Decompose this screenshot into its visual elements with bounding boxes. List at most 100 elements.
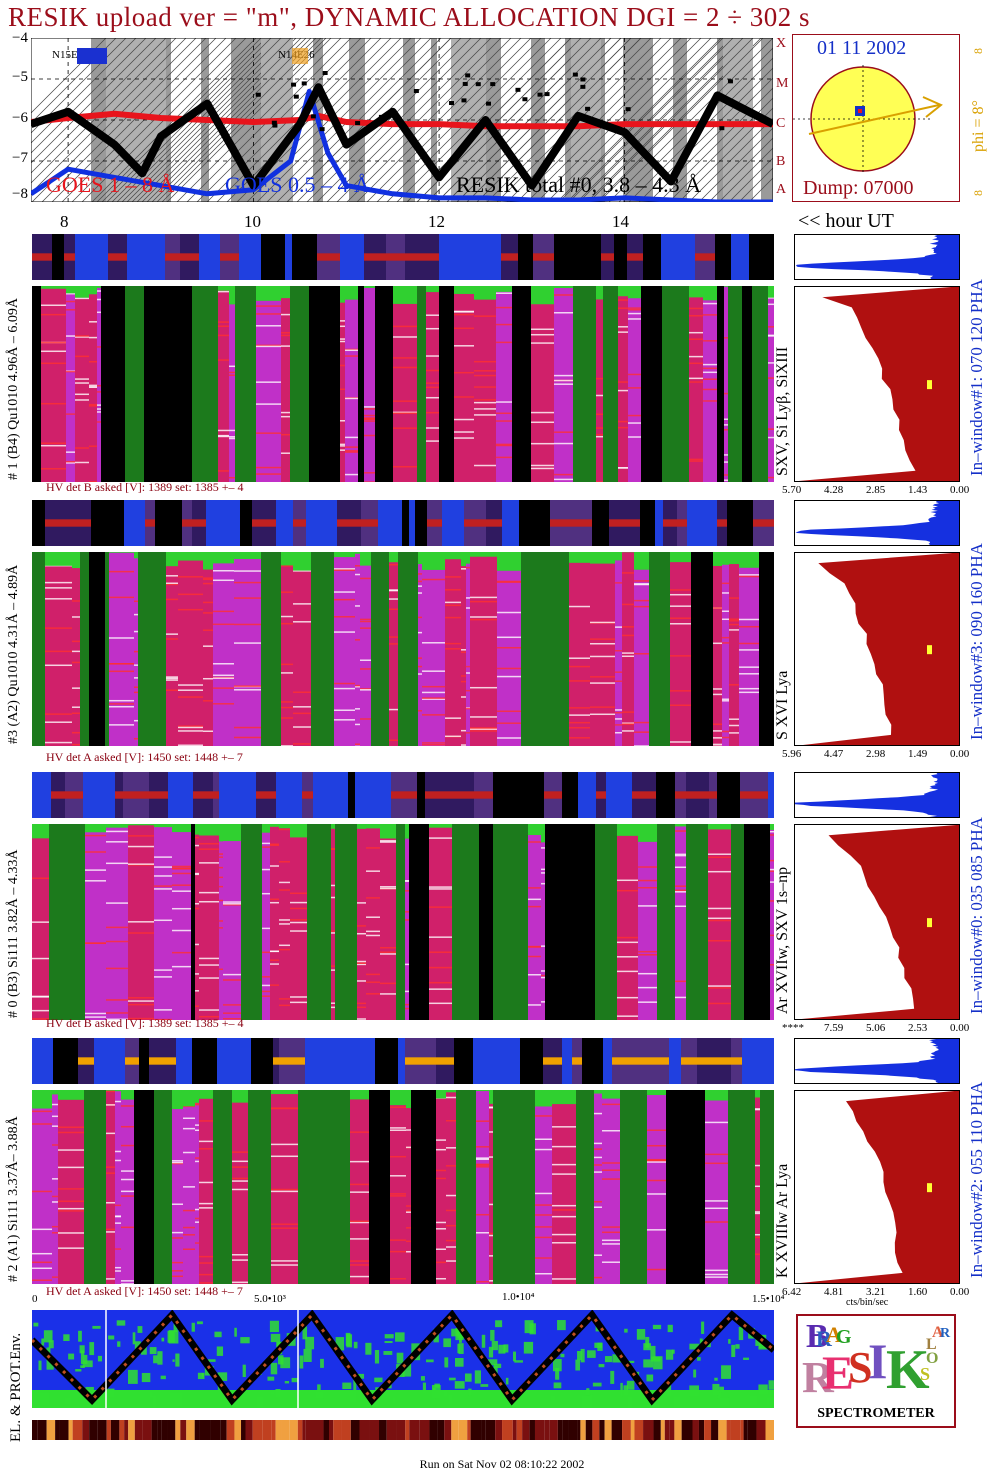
pha-window-label: In–window#2: 055 110 PHA (967, 1081, 986, 1278)
pha-histogram (794, 1038, 960, 1084)
phi-label: phi = 8° (970, 100, 987, 152)
histogram-x-tick: 2.98 (866, 748, 886, 760)
detector-spectrogram (32, 1090, 774, 1284)
goes-lightcurve-panel (31, 38, 773, 202)
spectrum-strip-chart (32, 1038, 774, 1084)
logo-letter: G (836, 1326, 852, 1348)
logo-caption: SPECTROMETER (817, 1406, 935, 1421)
detector-label: # 2 (A1) Si111 3.37Å– 3.88Å (6, 1116, 21, 1282)
counts-axis-tick: 1.5•10⁴ (752, 1293, 785, 1305)
phi-arrow-head (922, 96, 943, 118)
histogram-x-tick: 0.00 (950, 748, 970, 760)
resik-scatter-point (522, 97, 528, 102)
logo-letter: S (848, 1343, 873, 1392)
resik-scatter-point (490, 82, 496, 87)
goes-series-0 (31, 110, 773, 130)
histogram-x-axis: 5.96 4.47 2.98 1.49 0.00 (778, 748, 970, 762)
resik-scatter-point (572, 72, 578, 77)
histogram-x-tick: 0.00 (950, 484, 970, 496)
logo-letter: R (816, 1326, 832, 1351)
resik-scatter-point (322, 71, 328, 76)
histogram-x-tick: 5.06 (866, 1022, 886, 1034)
particle-environment-chart (32, 1310, 774, 1408)
sun-panel: 01 11 2002 Dump: 07000 (792, 34, 960, 202)
hv-status: HV det B asked [V]: 1389 set: 1385 +– 4 (46, 1016, 244, 1030)
hour-tick: 8 (60, 212, 69, 231)
y-tick: −6 (12, 110, 28, 126)
pha-window-marker (927, 645, 932, 655)
resik-scatter-point (293, 94, 299, 99)
spectral-line-label: S XVI Lya (774, 670, 791, 740)
logo-letter: K (886, 1339, 930, 1401)
histogram-x-tick: 1.49 (908, 748, 928, 760)
pha-histogram-chart (795, 501, 959, 545)
hv-status: HV det A asked [V]: 1450 set: 1448 +– 7 (46, 1284, 243, 1298)
histogram-x-tick: 5.70 (782, 484, 802, 496)
goes-series-1 (31, 88, 773, 202)
goes-series-2 (31, 83, 773, 190)
spectrum-histogram (794, 824, 960, 1020)
pha-histogram-chart (795, 1039, 959, 1083)
spectrum-histogram-fill (799, 1091, 959, 1283)
page-title: RESIK upload ver = "m", DYNAMIC ALLOCATI… (8, 2, 811, 32)
resik-scatter-point (272, 123, 278, 128)
particle-flux-trace (32, 1312, 774, 1403)
histogram-x-axis: 6.42 4.81 3.21 1.60 0.00 (778, 1286, 970, 1300)
spectral-line-label: K XVIIIw Ar Lya (774, 1163, 791, 1278)
dump-number: Dump: 07000 (803, 177, 914, 199)
detector-spectrum-strip (32, 234, 774, 280)
resik-scatter-point (310, 114, 316, 119)
flare-class-x: X (776, 36, 787, 51)
environment-intensity-strip (32, 1420, 774, 1440)
histogram-x-tick: 0.00 (950, 1022, 970, 1034)
logo-letter: L (926, 1336, 937, 1353)
resik-scatter-point (378, 114, 384, 119)
spectrogram-chart (32, 824, 774, 1020)
hour-tick: 12 (428, 212, 445, 231)
pha-window-label: In–window#0: 035 085 PHA (967, 817, 986, 1014)
spectrum-strip-chart (32, 500, 774, 546)
counts-unit-label: cts/bin/sec (846, 1297, 889, 1308)
flare-class-a: A (776, 182, 787, 197)
resik-scatter-point (719, 126, 725, 131)
histogram-x-tick: 2.85 (866, 484, 886, 496)
resik-scatter-point (585, 106, 591, 111)
histogram-x-tick: 0.00 (950, 1286, 970, 1298)
counts-axis-tick: 0 (32, 1293, 38, 1305)
resik-scatter-point (291, 82, 297, 87)
histogram-x-axis: **** 7.59 5.06 2.53 0.00 (778, 1022, 970, 1036)
resik-scatter-point (580, 77, 586, 82)
spectrum-histogram-chart (801, 825, 959, 1019)
resik-scatter-point (580, 84, 586, 89)
spectrum-histogram-chart (799, 1091, 959, 1283)
pha-window-marker (927, 918, 932, 928)
resik-scatter-point (537, 92, 543, 97)
pha-window-label: In–window#1: 070 120 PHA (967, 279, 986, 476)
phi-degree-top: 8 (971, 48, 985, 54)
pha-histogram-fill (795, 501, 959, 545)
detector-label: #3 (A2) Qu1010 4.31Å – 4.89Å (6, 564, 21, 744)
particle-environment-panel (32, 1310, 774, 1408)
resik-scatter-point (255, 92, 261, 97)
y-tick: −4 (12, 30, 28, 46)
spectrum-histogram (794, 286, 960, 482)
spectrogram-chart (32, 286, 774, 482)
spectrum-histogram-chart (798, 287, 959, 481)
environment-axis-label: EL. & PROT.Env. (8, 1332, 24, 1442)
pha-histogram (794, 234, 960, 280)
resik-scatter-point (461, 98, 467, 103)
observation-date: 01 11 2002 (817, 37, 907, 59)
resik-scatter-point (544, 92, 550, 97)
pha-window-marker (927, 380, 932, 390)
logo-letter: R (940, 1326, 951, 1341)
resik-scatter-point (319, 127, 325, 132)
histogram-x-tick: 4.28 (824, 484, 844, 496)
flare-class-axis: A B C M X (774, 30, 792, 208)
resik-scatter-point (413, 89, 419, 94)
sun-disk-chart (793, 65, 943, 173)
y-tick: −7 (12, 150, 28, 166)
hv-status: HV det B asked [V]: 1389 set: 1385 +– 4 (46, 480, 244, 494)
detector-spectrogram (32, 286, 774, 482)
spectrum-histogram-fill (803, 553, 959, 745)
